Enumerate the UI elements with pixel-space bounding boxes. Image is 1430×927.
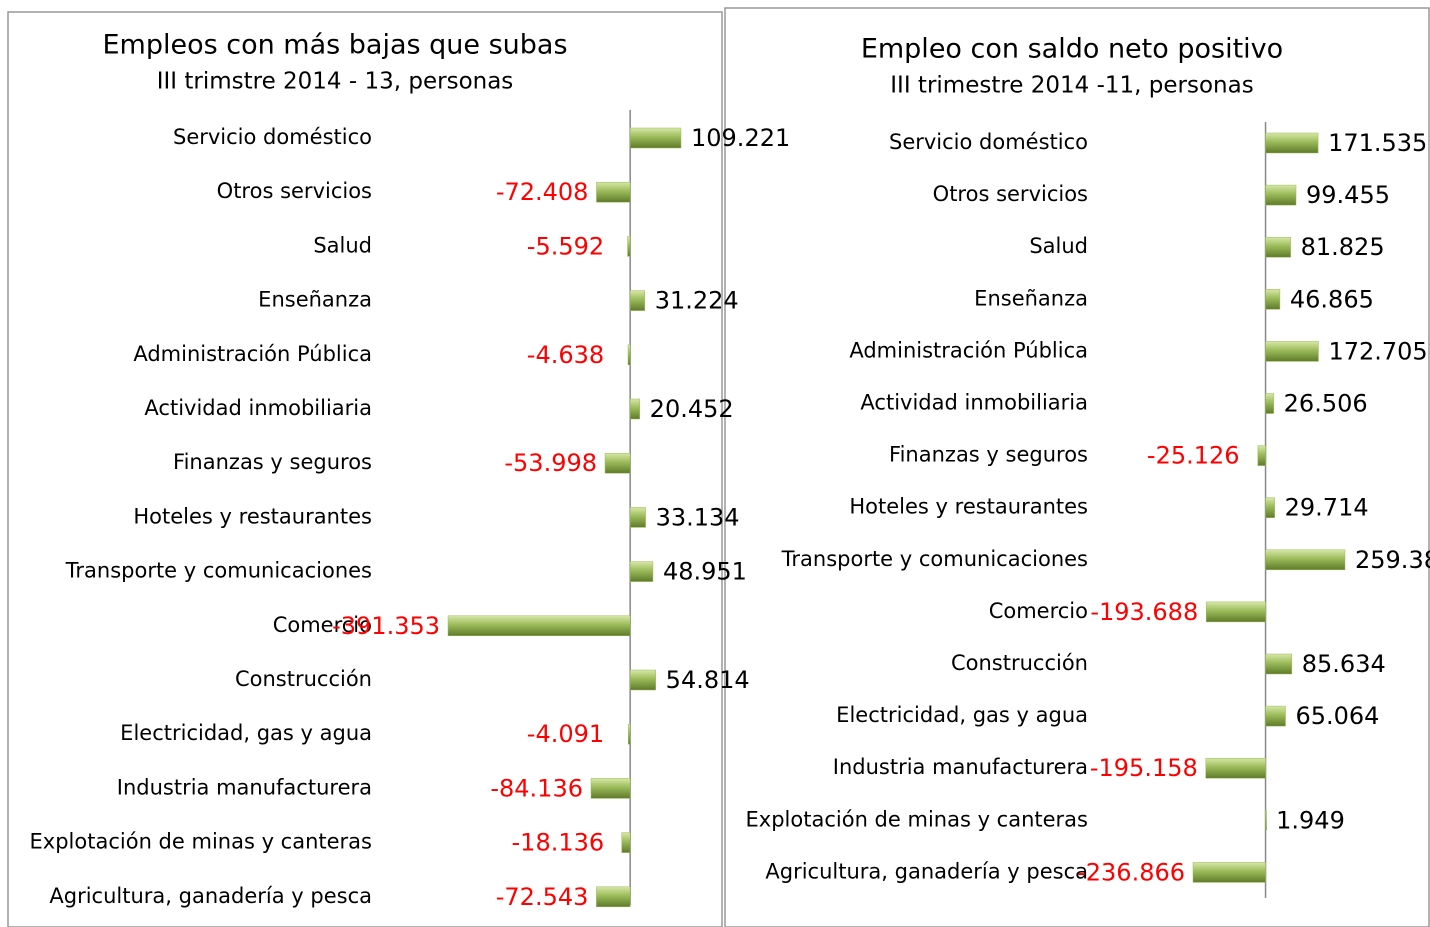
value-label: 29.714 [1285, 494, 1369, 522]
value-label: -72.543 [496, 883, 589, 911]
category-label: Servicio doméstico [889, 130, 1088, 154]
category-label: Otros servicios [217, 179, 372, 203]
bar [629, 507, 646, 528]
bar [1265, 341, 1319, 362]
value-label: 31.224 [655, 287, 739, 315]
bar [1265, 497, 1275, 518]
category-label: Hoteles y restaurantes [133, 504, 372, 528]
category-label: Finanzas y seguros [173, 450, 372, 474]
bar [447, 615, 631, 637]
value-label: 172.705 [1328, 337, 1427, 365]
category-label: Salud [313, 233, 372, 257]
value-label: 33.134 [656, 503, 740, 531]
category-label: Agricultura, ganadería y pesca [765, 859, 1088, 883]
category-label: Construcción [235, 667, 372, 691]
value-label: -5.592 [527, 232, 604, 260]
value-label: 20.452 [650, 395, 734, 423]
value-label: -53.998 [504, 449, 597, 477]
bar [604, 452, 631, 474]
category-label: Enseñanza [974, 286, 1088, 310]
value-label: -236.866 [1077, 858, 1185, 886]
category-label: Explotación de minas y canteras [30, 830, 372, 854]
bar [1265, 184, 1297, 206]
category-label: Finanzas y seguros [889, 443, 1088, 467]
value-label: -4.638 [527, 341, 604, 369]
value-label: -25.126 [1147, 442, 1240, 470]
category-label: Construcción [951, 651, 1088, 675]
bar [1257, 445, 1266, 466]
value-label: 1.949 [1276, 806, 1345, 834]
bar [629, 669, 656, 691]
category-label: Comercio [273, 613, 372, 637]
bar [1265, 132, 1319, 154]
value-label: 26.506 [1284, 390, 1368, 418]
category-label: Industria manufacturera [833, 755, 1088, 779]
bar [1265, 549, 1346, 571]
category-label: Enseñanza [258, 288, 372, 312]
category-label: Servicio doméstico [173, 125, 372, 149]
chart-subtitle: III trimestre 2014 -11, personas [890, 73, 1253, 99]
value-label: 81.825 [1301, 233, 1385, 261]
bar [1265, 236, 1291, 258]
category-label: Actividad inmobiliaria [860, 391, 1088, 415]
bar [629, 127, 682, 149]
category-label: Electricidad, gas y agua [836, 703, 1088, 727]
category-label: Explotación de minas y canteras [746, 807, 1088, 831]
value-label: 54.814 [666, 666, 750, 694]
value-label: -4.091 [527, 720, 604, 748]
bar [1265, 810, 1267, 831]
value-label: -391.353 [332, 612, 440, 640]
panel-border [724, 7, 1430, 927]
category-label: Agricultura, ganadería y pesca [49, 884, 372, 908]
bar [629, 398, 640, 420]
category-label: Administración Pública [133, 342, 372, 366]
bar [1205, 601, 1266, 623]
value-label: 46.865 [1290, 285, 1374, 313]
bar [627, 344, 631, 366]
bar [596, 181, 631, 203]
bar [627, 236, 631, 257]
chart-subtitle: III trimstre 2014 - 13, personas [157, 69, 514, 95]
bar [1265, 289, 1281, 310]
bar [628, 723, 631, 745]
bar [1265, 705, 1286, 727]
category-label: Salud [1029, 234, 1088, 258]
panel-border [7, 11, 723, 927]
value-label: 259.386 [1355, 546, 1430, 574]
bar [621, 832, 631, 853]
value-label: -193.688 [1090, 598, 1198, 626]
category-label: Administración Pública [849, 338, 1088, 362]
category-label: Transporte y comunicaciones [65, 559, 372, 583]
bar [1205, 757, 1266, 779]
category-label: Comercio [989, 599, 1088, 623]
bar [629, 561, 654, 582]
chart-title: Empleo con saldo neto positivo [861, 34, 1283, 65]
value-label: 65.064 [1295, 702, 1379, 730]
category-label: Hoteles y restaurantes [849, 495, 1088, 519]
value-label: -84.136 [490, 774, 583, 802]
value-label: -18.136 [512, 829, 605, 857]
value-label: -72.408 [496, 178, 589, 206]
category-label: Industria manufacturera [117, 775, 372, 799]
bar [1192, 862, 1266, 883]
value-label: 109.221 [691, 124, 790, 152]
bar [1265, 653, 1293, 675]
bar [596, 886, 631, 908]
bar [590, 778, 631, 799]
category-label: Electricidad, gas y agua [120, 721, 372, 745]
bar [1265, 393, 1274, 414]
value-label: 171.535 [1328, 129, 1427, 157]
chart-title: Empleos con más bajas que subas [102, 30, 567, 61]
value-label: 48.951 [663, 558, 747, 586]
value-label: -195.158 [1090, 754, 1198, 782]
category-label: Otros servicios [933, 182, 1088, 206]
value-label: 85.634 [1302, 650, 1386, 678]
category-label: Transporte y comunicaciones [781, 547, 1088, 571]
category-label: Actividad inmobiliaria [144, 396, 372, 420]
bar [629, 290, 645, 311]
value-label: 99.455 [1306, 181, 1390, 209]
